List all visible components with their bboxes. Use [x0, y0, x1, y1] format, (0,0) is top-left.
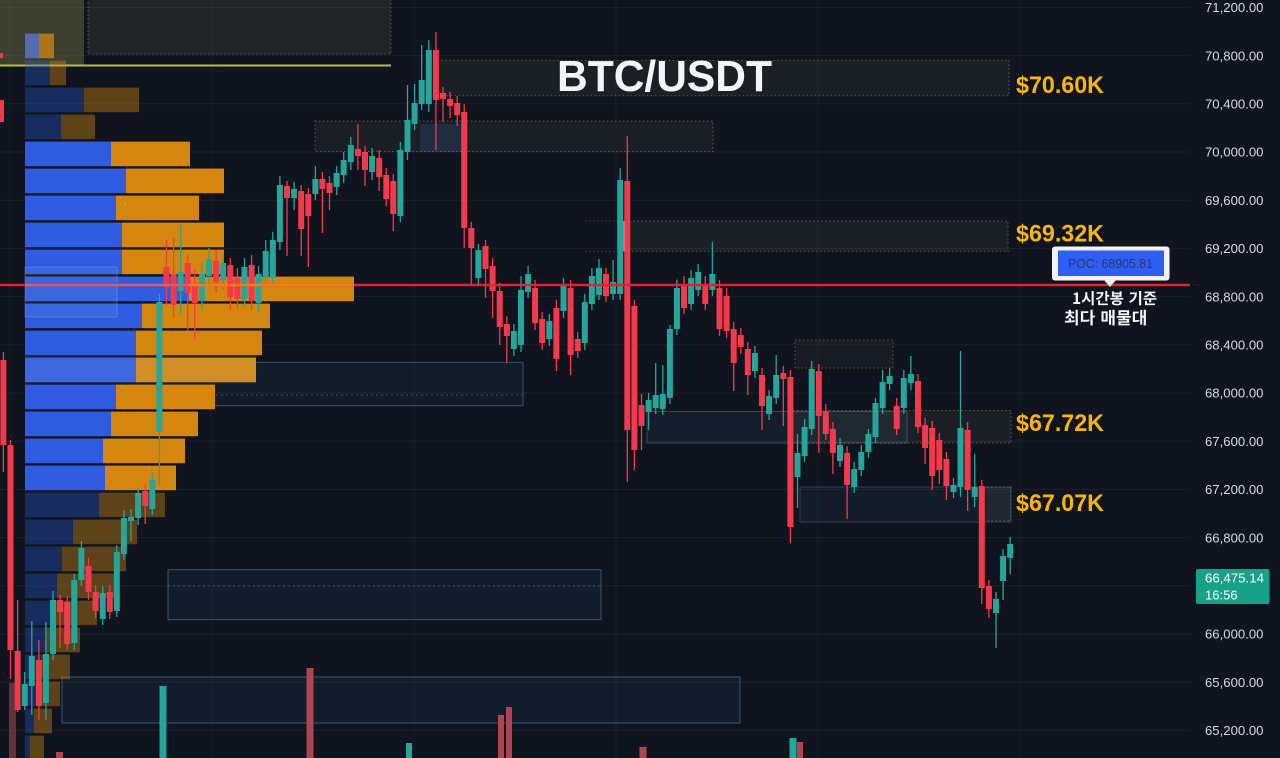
svg-text:$69.32K: $69.32K [1016, 221, 1105, 248]
svg-text:70,000.00: 70,000.00 [1205, 145, 1264, 160]
svg-text:68,000.00: 68,000.00 [1205, 386, 1264, 401]
svg-text:68,800.00: 68,800.00 [1205, 289, 1264, 304]
svg-text:65,200.00: 65,200.00 [1205, 723, 1264, 738]
svg-text:71,200.00: 71,200.00 [1205, 0, 1264, 15]
svg-text:66,000.00: 66,000.00 [1205, 627, 1264, 642]
svg-text:66,800.00: 66,800.00 [1205, 530, 1264, 545]
svg-text:68,400.00: 68,400.00 [1205, 338, 1264, 353]
svg-text:BTC/USDT: BTC/USDT [557, 52, 772, 101]
svg-text:POC: 68905.81: POC: 68905.81 [1068, 257, 1153, 271]
svg-text:70,400.00: 70,400.00 [1205, 97, 1264, 112]
svg-text:$67.07K: $67.07K [1016, 490, 1105, 517]
svg-text:16:56: 16:56 [1205, 587, 1238, 602]
svg-text:$67.72K: $67.72K [1016, 410, 1105, 437]
svg-text:66,475.14: 66,475.14 [1205, 571, 1264, 586]
svg-text:67,200.00: 67,200.00 [1205, 482, 1264, 497]
svg-text:65,600.00: 65,600.00 [1205, 675, 1264, 690]
svg-text:70,800.00: 70,800.00 [1205, 48, 1264, 63]
svg-text:69,200.00: 69,200.00 [1205, 241, 1264, 256]
svg-text:69,600.00: 69,600.00 [1205, 193, 1264, 208]
svg-text:67,600.00: 67,600.00 [1205, 434, 1264, 449]
svg-text:$70.60K: $70.60K [1016, 72, 1105, 99]
